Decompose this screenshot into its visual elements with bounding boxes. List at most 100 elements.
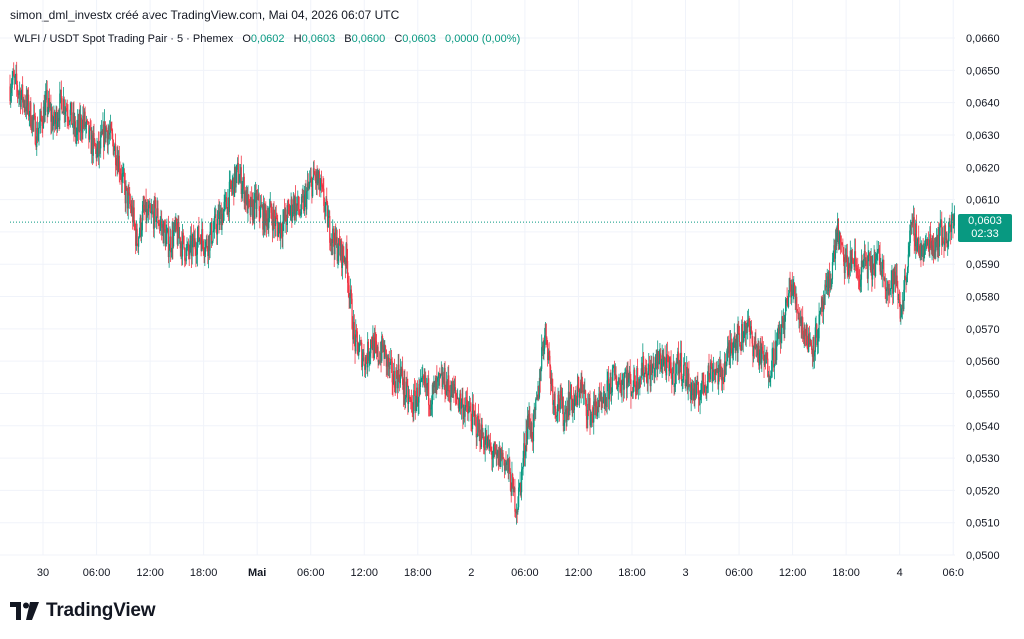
- candle-body: [557, 394, 559, 412]
- candle-body: [886, 288, 888, 291]
- candle-body: [946, 238, 948, 247]
- tradingview-logo[interactable]: TradingView: [10, 600, 156, 622]
- y-axis[interactable]: 0,0660 0,0650 0,0640 0,0630 0,0620 0,0610 0,06…: [966, 33, 1000, 562]
- candle-body: [79, 114, 81, 131]
- candle-body: [606, 380, 608, 408]
- candle-body: [721, 367, 723, 381]
- candle-body: [69, 109, 71, 122]
- x-tick-label: 06:00: [83, 567, 111, 579]
- candle-body: [535, 399, 537, 411]
- candle-body: [28, 115, 30, 117]
- candle-body: [758, 345, 760, 366]
- candle-body: [206, 238, 208, 249]
- candle-body: [316, 171, 318, 184]
- candle-body: [453, 383, 455, 391]
- candlestick-chart[interactable]: 0,0660 0,0650 0,0640 0,0630 0,0620 0,0610 0,06…: [0, 0, 1024, 600]
- candle-body: [932, 240, 934, 246]
- candle-body: [562, 396, 564, 426]
- candle-body: [486, 435, 488, 448]
- candle-body: [802, 317, 804, 335]
- candle-body: [135, 228, 138, 246]
- candle-body: [132, 207, 135, 223]
- candle-body: [528, 413, 530, 428]
- candle-body: [526, 415, 529, 440]
- candle-body: [680, 352, 682, 367]
- candle-body: [601, 400, 603, 402]
- candle-body: [819, 307, 822, 314]
- candle-body: [74, 121, 77, 138]
- candle-body: [462, 398, 464, 420]
- candle-body: [843, 247, 845, 262]
- candle-body: [380, 352, 382, 361]
- candle-body: [770, 375, 772, 379]
- x-axis[interactable]: 30 06:00 12:00 18:00 Mai 06:00 12:00 18:00 2 06:0…: [37, 567, 964, 579]
- candle-body: [577, 384, 579, 388]
- candle-body: [927, 238, 929, 245]
- candle-body: [250, 197, 252, 216]
- candle-body: [386, 356, 388, 367]
- candle-body: [450, 395, 452, 403]
- candle-body: [39, 111, 42, 122]
- candle-body: [269, 201, 271, 208]
- candle-body: [143, 204, 145, 209]
- candle-body: [126, 187, 129, 209]
- candle-body: [665, 363, 667, 376]
- candle-body: [351, 298, 353, 329]
- candle-body: [312, 168, 314, 178]
- candle-body: [469, 406, 471, 412]
- candle-body: [819, 313, 821, 315]
- candle-body: [736, 334, 738, 354]
- candle-body: [435, 377, 437, 393]
- candle-body: [445, 381, 448, 395]
- candle-body: [455, 393, 457, 397]
- candle-body: [155, 200, 157, 222]
- candle-body: [65, 108, 67, 113]
- x-tick-label: 06:00: [725, 567, 753, 579]
- symbol-description[interactable]: WLFI / USDT Spot Trading Pair · 5 · Phem…: [14, 33, 234, 45]
- candle-body: [307, 183, 309, 189]
- candle-body: [845, 255, 848, 262]
- candle-body: [787, 293, 790, 307]
- candle-body: [890, 280, 892, 289]
- candle-body: [512, 478, 515, 492]
- candle-body: [212, 230, 214, 242]
- candle-body: [404, 377, 406, 400]
- candle-body: [547, 352, 549, 361]
- candle-body: [644, 366, 646, 374]
- candle-body: [744, 321, 746, 331]
- candle-body: [648, 365, 651, 371]
- candle-body: [341, 240, 343, 269]
- candle-body: [166, 230, 168, 235]
- candle-body: [580, 382, 582, 393]
- candle-body: [537, 385, 539, 399]
- candle-body: [532, 414, 535, 442]
- candle-body: [799, 317, 801, 324]
- candle-body: [871, 256, 873, 280]
- candle-body: [181, 232, 184, 257]
- candle-body: [490, 446, 492, 451]
- candle-body: [77, 120, 79, 129]
- candle-body: [885, 288, 887, 291]
- candle-body: [323, 188, 325, 206]
- candle-body: [495, 452, 497, 454]
- candle-body: [678, 361, 680, 374]
- candle-body: [284, 209, 286, 221]
- candle-body: [88, 122, 90, 140]
- candle-body: [695, 383, 697, 397]
- y-tick-label: 0,0660: [966, 33, 1000, 45]
- candle-body: [485, 435, 487, 441]
- candle-body: [637, 382, 639, 390]
- candle-body: [496, 452, 498, 456]
- candle-body: [654, 368, 656, 377]
- candle-body: [343, 256, 345, 262]
- candle-body: [436, 377, 439, 382]
- candle-body: [251, 197, 253, 199]
- candle-body: [834, 239, 837, 259]
- candle-body: [573, 399, 575, 411]
- candle-body: [174, 222, 176, 227]
- candle-body: [139, 217, 141, 234]
- candle-body: [446, 381, 448, 392]
- candle-body: [729, 342, 731, 356]
- candle-body: [805, 335, 807, 337]
- candle-body: [863, 250, 866, 260]
